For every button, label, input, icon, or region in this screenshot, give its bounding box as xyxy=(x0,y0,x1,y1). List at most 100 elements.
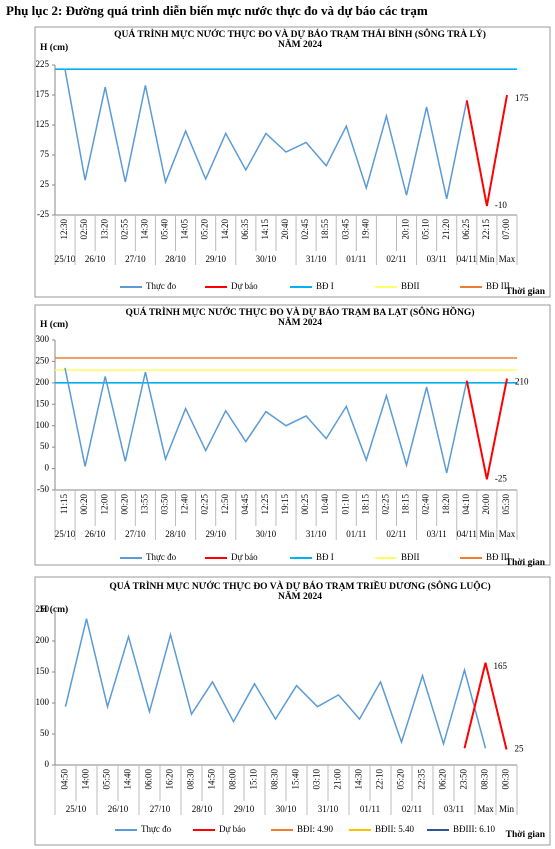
y-tick-label: 50 xyxy=(40,728,50,738)
group-label: Max xyxy=(499,254,516,264)
x-tick-label: 06:35 xyxy=(240,219,250,240)
y-tick-label: 250 xyxy=(36,355,50,365)
x-tick-label: 14:50 xyxy=(207,769,217,790)
y-tick-label: 150 xyxy=(36,398,50,408)
group-label: 03/11 xyxy=(427,529,447,539)
chart: QUÁ TRÌNH MỰC NƯỚC THỰC ĐO VÀ DỰ BÁO TRẠ… xyxy=(34,576,551,846)
y-tick-label: 200 xyxy=(36,377,50,387)
x-tick-label: 15:40 xyxy=(291,769,301,790)
x-tick-label: 12:00 xyxy=(99,494,109,515)
group-label: 31/10 xyxy=(306,529,327,539)
group-label: 25/10 xyxy=(66,804,87,814)
data-label: 210 xyxy=(515,377,529,387)
x-tick-label: 02:25 xyxy=(380,494,390,515)
x-tick-label: 23:50 xyxy=(459,769,469,790)
x-tick-label: 08:30 xyxy=(186,769,196,790)
series-line xyxy=(463,662,508,750)
chart-title: QUÁ TRÌNH MỰC NƯỚC THỰC ĐO VÀ DỰ BÁO TRẠ… xyxy=(114,27,486,40)
data-label: -25 xyxy=(495,473,507,483)
y-tick-label: 50 xyxy=(40,441,50,451)
series-line xyxy=(465,94,508,207)
x-tick-label: 05:50 xyxy=(102,769,112,790)
legend-label: BĐII xyxy=(401,552,420,562)
x-tick-label: 02:55 xyxy=(119,219,129,240)
y-tick-label: 75 xyxy=(40,149,50,159)
y-tick-label: 225 xyxy=(36,59,50,69)
x-tick-label: 04:45 xyxy=(240,494,250,515)
chart-title: QUÁ TRÌNH MỰC NƯỚC THỰC ĐO VÀ DỰ BÁO TRẠ… xyxy=(109,579,490,592)
group-label: 30/10 xyxy=(276,804,297,814)
y-axis-label: H (cm) xyxy=(40,319,68,330)
series-line xyxy=(465,378,508,480)
x-tick-label: 12:50 xyxy=(220,494,230,515)
x-tick-label: 19:15 xyxy=(280,494,290,515)
x-tick-label: 00:20 xyxy=(79,494,89,515)
x-tick-label: 05:30 xyxy=(501,494,511,515)
y-tick-label: 175 xyxy=(36,89,50,99)
x-tick-label: 02:25 xyxy=(200,494,210,515)
group-label: 01/11 xyxy=(360,804,380,814)
x-tick-label: 20:00 xyxy=(481,494,491,515)
group-label: 30/10 xyxy=(256,254,277,264)
x-tick-label: 06:20 xyxy=(438,769,448,790)
group-label: 02/11 xyxy=(402,804,422,814)
x-tick-label: 08:30 xyxy=(270,769,280,790)
x-tick-label: 05:20 xyxy=(200,219,210,240)
series-line xyxy=(64,618,487,749)
x-tick-label: 05:40 xyxy=(160,219,170,240)
x-tick-label: 08:30 xyxy=(480,769,490,790)
x-tick-label: 14:40 xyxy=(123,769,133,790)
legend-label: BĐIII: 6.10 xyxy=(453,824,495,834)
legend-label: BĐ III xyxy=(486,281,510,291)
y-tick-label: 100 xyxy=(36,420,50,430)
x-tick-label: 14:00 xyxy=(81,769,91,790)
heading: Phụ lục 2: Đường quá trình diễn biến mực… xyxy=(6,3,428,18)
chart-title: QUÁ TRÌNH MỰC NƯỚC THỰC ĐO VÀ DỰ BÁO TRẠ… xyxy=(126,305,475,318)
legend-label: Dự báo xyxy=(231,552,258,562)
group-label: 29/10 xyxy=(205,529,226,539)
series-line xyxy=(64,367,468,474)
legend-label: BĐII xyxy=(401,281,420,291)
group-label: 03/11 xyxy=(444,804,464,814)
legend-label: BĐ I xyxy=(316,552,334,562)
x-tick-label: 06:00 xyxy=(144,769,154,790)
group-label: Max xyxy=(499,529,516,539)
data-label: -10 xyxy=(495,200,507,210)
data-label: 25 xyxy=(515,744,525,754)
group-label: Min xyxy=(499,804,515,814)
group-label: 27/10 xyxy=(150,804,171,814)
group-label: 02/11 xyxy=(386,254,406,264)
group-label: 28/10 xyxy=(165,254,186,264)
y-tick-label: 0 xyxy=(45,759,50,769)
y-tick-label: 250 xyxy=(36,604,50,614)
x-tick-label: 12:25 xyxy=(260,494,270,515)
x-tick-label: 06:25 xyxy=(461,219,471,240)
group-label: 31/10 xyxy=(318,804,339,814)
x-tick-label: 12:30 xyxy=(59,219,69,240)
y-axis-label: H (cm) xyxy=(40,42,68,53)
x-tick-label: 14:30 xyxy=(354,769,364,790)
y-tick-label: 25 xyxy=(40,179,50,189)
group-label: 31/10 xyxy=(306,254,327,264)
x-tick-label: 07:00 xyxy=(501,219,511,240)
x-tick-label: 14:15 xyxy=(260,219,270,240)
x-tick-label: 05:10 xyxy=(421,219,431,240)
x-tick-label: 10:40 xyxy=(320,494,330,515)
chart-border xyxy=(34,304,551,566)
x-tick-label: 21:00 xyxy=(333,769,343,790)
group-label: 03/11 xyxy=(427,254,447,264)
x-tick-label: 04:50 xyxy=(60,769,70,790)
group-label: 26/10 xyxy=(85,254,106,264)
x-tick-label: 15:10 xyxy=(249,769,259,790)
x-tick-label: 19:40 xyxy=(360,219,370,240)
x-tick-label: 08:00 xyxy=(228,769,238,790)
x-tick-label: 14:30 xyxy=(139,219,149,240)
chart-border xyxy=(34,576,551,846)
legend-label: Dự báo xyxy=(219,824,246,834)
x-tick-label: 00:30 xyxy=(501,769,511,790)
y-tick-label: -50 xyxy=(37,484,49,494)
chart-subtitle: NĂM 2024 xyxy=(278,590,322,602)
x-tick-label: 04:10 xyxy=(461,494,471,515)
group-label: Min xyxy=(479,529,495,539)
